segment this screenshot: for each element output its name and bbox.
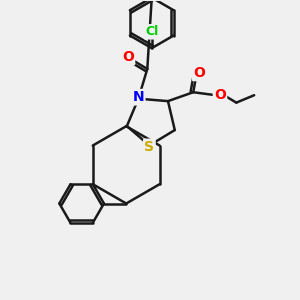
Text: O: O <box>122 50 134 64</box>
Text: S: S <box>144 140 154 154</box>
Text: O: O <box>193 66 205 80</box>
Text: N: N <box>133 90 144 104</box>
Text: O: O <box>214 88 226 102</box>
Text: Cl: Cl <box>145 25 158 38</box>
